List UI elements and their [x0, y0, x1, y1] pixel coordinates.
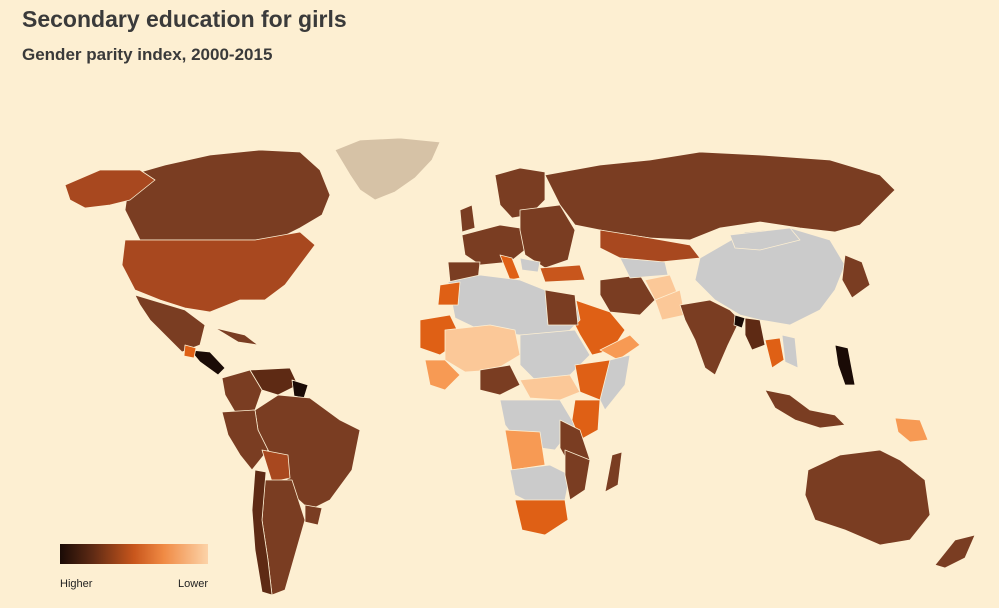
region-venezuela[interactable]	[249, 367, 299, 396]
region-guyana[interactable]	[291, 379, 309, 399]
region-mozambique[interactable]	[564, 449, 591, 501]
region-west-coast[interactable]	[424, 359, 461, 391]
region-southern-africa[interactable]	[509, 464, 571, 506]
region-indonesia[interactable]	[764, 389, 846, 429]
region-bolivia[interactable]	[261, 449, 291, 483]
region-australia[interactable]	[804, 449, 931, 546]
region-madagascar[interactable]	[604, 451, 623, 493]
region-central-africa-low[interactable]	[519, 374, 581, 401]
region-central-america[interactable]	[189, 349, 226, 376]
region-yemen-oman[interactable]	[599, 334, 641, 361]
region-vietnam-laos[interactable]	[781, 334, 799, 369]
region-papua-new-guinea[interactable]	[894, 417, 929, 443]
region-eastern-europe[interactable]	[519, 204, 576, 269]
legend-high-label: Higher	[60, 578, 93, 590]
region-nigeria-niger[interactable]	[479, 364, 521, 396]
region-guatemala[interactable]	[183, 344, 197, 359]
region-balkans[interactable]	[519, 257, 541, 273]
region-central-asia[interactable]	[619, 257, 669, 279]
region-bangladesh[interactable]	[733, 314, 746, 329]
legend-gradient-bar	[60, 544, 208, 564]
region-somalia[interactable]	[599, 354, 631, 411]
region-morocco[interactable]	[437, 281, 461, 306]
region-western-europe[interactable]	[461, 224, 526, 266]
region-italy[interactable]	[499, 254, 521, 281]
region-usa[interactable]	[121, 231, 316, 313]
region-angola[interactable]	[504, 429, 546, 471]
map-title: Secondary education for girls	[22, 6, 347, 32]
region-greenland[interactable]	[334, 137, 441, 201]
region-new-zealand[interactable]	[934, 534, 976, 569]
region-alaska[interactable]	[64, 169, 156, 209]
region-peru[interactable]	[221, 409, 269, 471]
region-chile[interactable]	[251, 469, 273, 596]
region-korea-japan[interactable]	[841, 254, 871, 299]
region-thailand[interactable]	[764, 337, 785, 369]
region-mongolia[interactable]	[729, 227, 801, 251]
region-russia[interactable]	[544, 151, 896, 241]
region-turkey[interactable]	[539, 264, 586, 283]
region-south-africa[interactable]	[514, 499, 569, 536]
region-mexico[interactable]	[134, 294, 206, 353]
region-west-africa-low[interactable]	[444, 324, 521, 373]
region-philippines[interactable]	[834, 344, 856, 386]
region-cuba[interactable]	[214, 327, 259, 346]
legend-low-label: Lower	[178, 578, 208, 590]
region-canada[interactable]	[124, 149, 331, 241]
map-subtitle: Gender parity index, 2000-2015	[22, 45, 273, 64]
region-uruguay[interactable]	[304, 504, 323, 526]
color-legend: Higher Lower	[60, 544, 210, 594]
region-uk[interactable]	[459, 204, 476, 233]
region-egypt[interactable]	[544, 289, 579, 326]
region-india[interactable]	[679, 299, 741, 376]
region-kazakhstan[interactable]	[599, 229, 701, 263]
region-myanmar[interactable]	[744, 317, 766, 351]
